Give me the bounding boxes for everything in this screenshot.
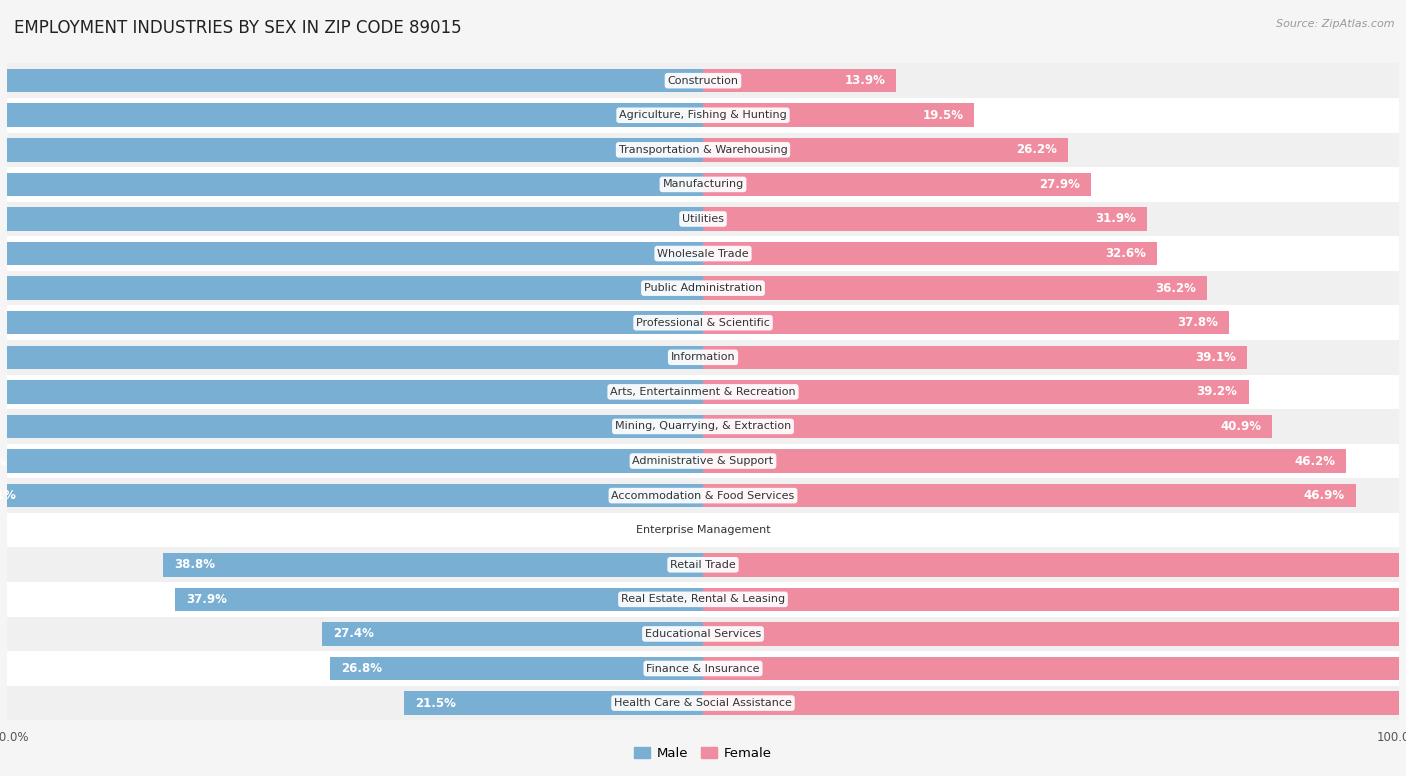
Text: Agriculture, Fishing & Hunting: Agriculture, Fishing & Hunting xyxy=(619,110,787,120)
Bar xyxy=(703,656,1406,681)
Text: 37.9%: 37.9% xyxy=(187,593,228,606)
Bar xyxy=(7,651,1399,686)
Text: 37.8%: 37.8% xyxy=(1177,317,1218,329)
Bar xyxy=(703,103,974,127)
Text: Health Care & Social Assistance: Health Care & Social Assistance xyxy=(614,698,792,708)
Bar xyxy=(0,103,703,127)
Text: Finance & Insurance: Finance & Insurance xyxy=(647,663,759,674)
Bar xyxy=(7,133,1399,167)
Bar xyxy=(703,345,1247,369)
Text: 31.9%: 31.9% xyxy=(1095,213,1136,226)
Text: 46.9%: 46.9% xyxy=(1303,489,1344,502)
Bar xyxy=(0,138,703,161)
Bar xyxy=(0,484,703,508)
Bar xyxy=(703,69,897,92)
Text: Real Estate, Rental & Leasing: Real Estate, Rental & Leasing xyxy=(621,594,785,605)
Text: 27.9%: 27.9% xyxy=(1039,178,1080,191)
Text: Utilities: Utilities xyxy=(682,214,724,224)
Text: 40.9%: 40.9% xyxy=(1220,420,1261,433)
Bar xyxy=(0,414,703,438)
Bar xyxy=(7,202,1399,236)
Bar xyxy=(7,582,1399,617)
Bar xyxy=(703,207,1147,230)
Text: Mining, Quarrying, & Extraction: Mining, Quarrying, & Extraction xyxy=(614,421,792,431)
Text: Wholesale Trade: Wholesale Trade xyxy=(657,248,749,258)
Text: Accommodation & Food Services: Accommodation & Food Services xyxy=(612,490,794,501)
Text: 19.5%: 19.5% xyxy=(922,109,963,122)
Bar xyxy=(7,236,1399,271)
Legend: Male, Female: Male, Female xyxy=(628,742,778,766)
Text: Retail Trade: Retail Trade xyxy=(671,559,735,570)
Text: 13.9%: 13.9% xyxy=(845,74,886,87)
Bar xyxy=(7,686,1399,720)
Bar xyxy=(7,478,1399,513)
Bar xyxy=(703,242,1157,265)
Text: Administrative & Support: Administrative & Support xyxy=(633,456,773,466)
Text: Public Administration: Public Administration xyxy=(644,283,762,293)
Bar xyxy=(703,172,1091,196)
Text: 26.2%: 26.2% xyxy=(1015,144,1056,156)
Text: 32.6%: 32.6% xyxy=(1105,247,1146,260)
Bar xyxy=(0,172,703,196)
Bar xyxy=(703,276,1206,300)
Text: Educational Services: Educational Services xyxy=(645,629,761,639)
Bar xyxy=(330,656,703,681)
Text: Professional & Scientific: Professional & Scientific xyxy=(636,317,770,327)
Text: 0.0%: 0.0% xyxy=(710,524,740,537)
Bar xyxy=(703,622,1406,646)
Text: 53.8%: 53.8% xyxy=(0,455,6,467)
Bar xyxy=(703,587,1406,611)
Text: Arts, Entertainment & Recreation: Arts, Entertainment & Recreation xyxy=(610,387,796,397)
Bar xyxy=(703,311,1229,334)
Text: 36.2%: 36.2% xyxy=(1154,282,1195,295)
Text: 21.5%: 21.5% xyxy=(415,697,456,709)
Text: 38.8%: 38.8% xyxy=(174,558,215,571)
Text: 39.1%: 39.1% xyxy=(1195,351,1236,364)
Bar xyxy=(7,444,1399,478)
Bar xyxy=(7,64,1399,98)
Bar xyxy=(7,617,1399,651)
Bar xyxy=(703,484,1355,508)
Bar xyxy=(404,691,703,715)
Text: EMPLOYMENT INDUSTRIES BY SEX IN ZIP CODE 89015: EMPLOYMENT INDUSTRIES BY SEX IN ZIP CODE… xyxy=(14,19,461,37)
Bar xyxy=(7,513,1399,548)
Bar xyxy=(7,409,1399,444)
Bar xyxy=(7,375,1399,409)
Text: Transportation & Warehousing: Transportation & Warehousing xyxy=(619,145,787,155)
Text: 0.0%: 0.0% xyxy=(666,524,696,537)
Bar xyxy=(0,207,703,230)
Text: 53.1%: 53.1% xyxy=(0,489,15,502)
Bar xyxy=(7,98,1399,133)
Bar xyxy=(0,69,703,92)
Text: 46.2%: 46.2% xyxy=(1294,455,1334,467)
Bar xyxy=(322,622,703,646)
Text: 26.8%: 26.8% xyxy=(342,662,382,675)
Bar xyxy=(703,414,1272,438)
Bar xyxy=(0,345,703,369)
Bar xyxy=(0,380,703,404)
Text: 39.2%: 39.2% xyxy=(1197,386,1237,398)
Bar xyxy=(7,340,1399,375)
Bar xyxy=(0,311,703,334)
Bar xyxy=(7,306,1399,340)
Bar xyxy=(0,276,703,300)
Text: Source: ZipAtlas.com: Source: ZipAtlas.com xyxy=(1277,19,1395,29)
Bar xyxy=(0,449,703,473)
Bar xyxy=(7,167,1399,202)
Bar xyxy=(703,380,1249,404)
Text: Information: Information xyxy=(671,352,735,362)
Bar xyxy=(703,553,1406,577)
Text: Construction: Construction xyxy=(668,76,738,85)
Text: Manufacturing: Manufacturing xyxy=(662,179,744,189)
Bar xyxy=(176,587,703,611)
Bar xyxy=(703,691,1406,715)
Bar xyxy=(703,138,1067,161)
Bar xyxy=(0,242,703,265)
Bar xyxy=(163,553,703,577)
Bar xyxy=(7,548,1399,582)
Text: 27.4%: 27.4% xyxy=(333,628,374,640)
Bar xyxy=(703,449,1346,473)
Bar xyxy=(7,271,1399,306)
Text: Enterprise Management: Enterprise Management xyxy=(636,525,770,535)
